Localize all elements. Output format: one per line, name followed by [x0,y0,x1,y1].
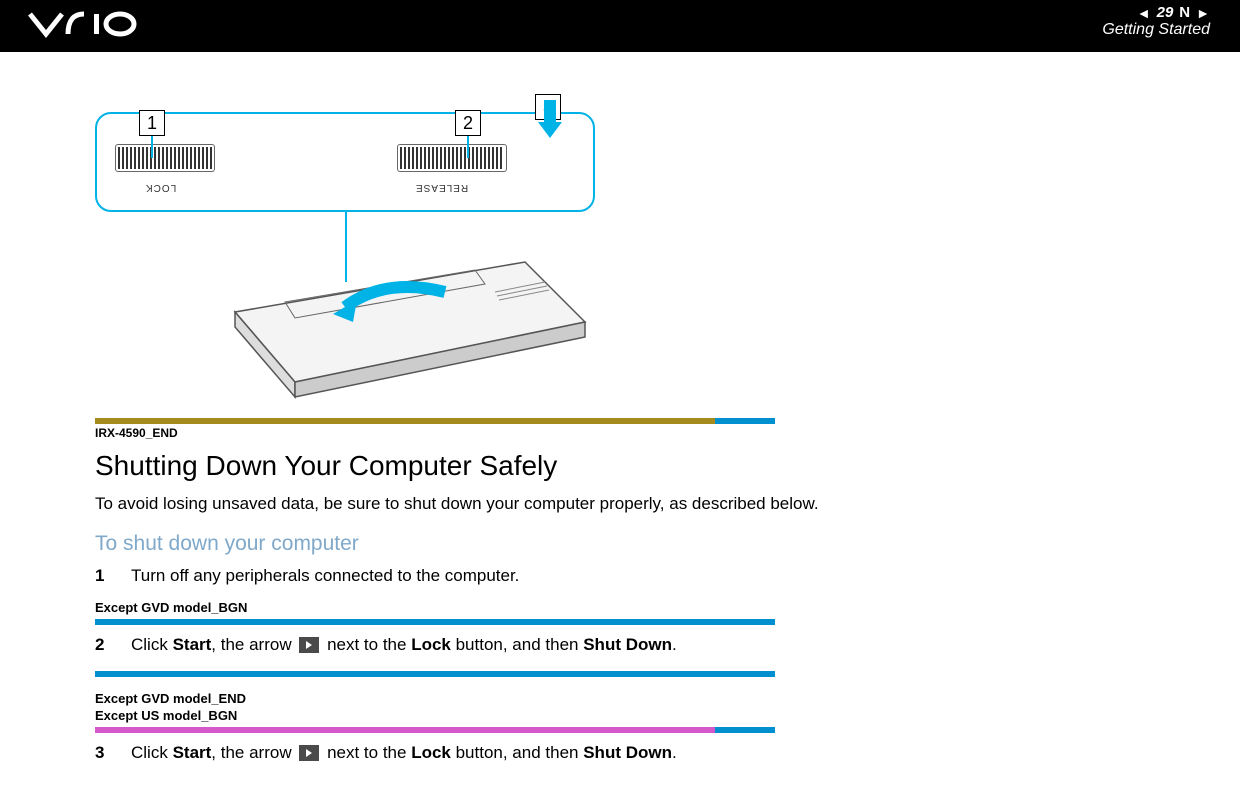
step-1: 1 Turn off any peripherals connected to … [95,566,1145,586]
lock-slider [115,144,215,172]
step-2: 2 Click Start, the arrow next to the Loc… [95,635,1145,655]
panel-lock-label: LOCK [145,182,176,193]
header-bar [0,0,1240,52]
n-glyph: N [1179,4,1190,21]
callout-2: 2 [455,110,481,136]
leader-main-v [345,212,347,282]
s2-mid3: button, and then [451,635,583,654]
arrow-button-icon [299,637,319,653]
s3-shutdown: Shut Down [583,743,672,762]
s3-pre: Click [131,743,173,762]
page-content: LOCK RELEASE 1 2 3 [0,52,1240,763]
divider-blue-2 [95,671,775,677]
s3-lock: Lock [411,743,451,762]
laptop-illustration [225,222,595,412]
s2-mid2: next to the [322,635,411,654]
diagram-panel: LOCK RELEASE [95,112,595,212]
divider-magenta [95,727,775,733]
release-slider [397,144,507,172]
leader-1 [151,136,153,158]
step-1-num: 1 [95,566,131,586]
nav-prev-icon[interactable]: ◄ [1137,5,1151,21]
s2-shutdown: Shut Down [583,635,672,654]
s3-post: . [672,743,677,762]
step-2-num: 2 [95,635,131,655]
section-label: Getting Started [1102,21,1210,39]
battery-release-diagram: LOCK RELEASE 1 2 3 [95,112,775,412]
nav-next-icon[interactable]: ► [1196,5,1210,21]
subheading: To shut down your computer [95,532,1145,556]
step-1-text: Turn off any peripherals connected to th… [131,566,1145,586]
note-us-bgn: Except US model_BGN [95,708,1145,725]
ref-code-1: IRX-4590_END [95,426,1145,440]
vaio-logo [28,10,168,43]
note-gvd-end-l1: Except GVD model_END [95,691,1145,708]
callout-1: 1 [139,110,165,136]
leader-2 [467,136,469,158]
page-title: Shutting Down Your Computer Safely [95,450,1145,482]
divider-olive [95,418,775,424]
s2-pre: Click [131,635,173,654]
intro-text: To avoid losing unsaved data, be sure to… [95,494,1145,514]
s2-lock: Lock [411,635,451,654]
step-3-num: 3 [95,743,131,763]
s3-start: Start [173,743,212,762]
step-2-text: Click Start, the arrow next to the Lock … [131,635,1145,655]
s2-start: Start [173,635,212,654]
note-gvd-bgn: Except GVD model_BGN [95,600,1145,617]
page-number: 29 [1157,4,1174,21]
s2-post: . [672,635,677,654]
step-3: 3 Click Start, the arrow next to the Loc… [95,743,1145,763]
note-gvd-end: Except GVD model_END Except US model_BGN [95,691,1145,725]
s3-mid1: , the arrow [211,743,296,762]
divider-blue-1 [95,619,775,625]
s3-mid2: next to the [322,743,411,762]
arrow-button-icon [299,745,319,761]
down-arrow-icon [535,92,565,147]
s3-mid3: button, and then [451,743,583,762]
s2-mid1: , the arrow [211,635,296,654]
panel-release-label: RELEASE [415,182,468,193]
step-3-text: Click Start, the arrow next to the Lock … [131,743,1145,763]
page-meta: ◄ 29 N ► Getting Started [1102,4,1210,39]
